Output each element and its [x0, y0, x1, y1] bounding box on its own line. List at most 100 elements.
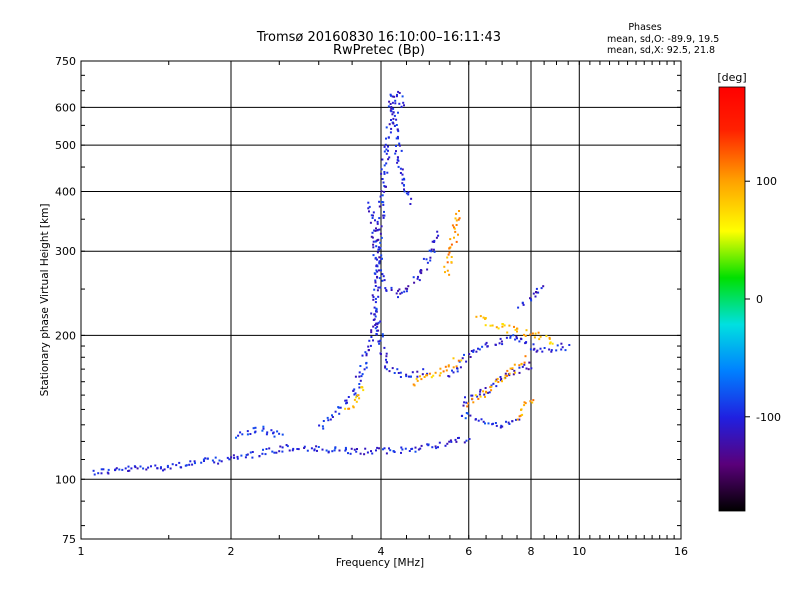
x-mode-point: [534, 332, 537, 335]
o-mode-point: [401, 95, 404, 98]
o-mode-point: [365, 361, 368, 364]
o-mode-point: [397, 289, 399, 292]
x-tick-label: 16: [674, 545, 688, 558]
o-mode-point: [446, 442, 449, 445]
o-mode-point: [383, 279, 386, 282]
o-mode-point: [370, 331, 373, 334]
x-mode-point: [457, 233, 459, 236]
o-mode-point: [275, 451, 278, 454]
o-mode-point: [134, 466, 137, 469]
o-mode-point: [285, 444, 288, 446]
o-mode-point: [159, 467, 162, 470]
x-mode-point: [516, 327, 519, 330]
x-mode-point: [426, 374, 429, 377]
x-mode-point: [513, 363, 516, 366]
o-mode-point: [189, 460, 192, 463]
x-mode-point: [549, 341, 552, 344]
o-mode-point: [468, 438, 471, 440]
o-mode-point: [393, 372, 396, 374]
o-mode-point: [391, 113, 394, 116]
x-mode-point: [532, 399, 535, 402]
o-mode-point: [381, 178, 384, 180]
o-mode-point: [246, 433, 249, 436]
o-mode-point: [436, 230, 439, 233]
o-mode-point: [417, 448, 420, 451]
o-mode-point: [188, 463, 191, 466]
o-mode-point: [262, 425, 265, 428]
x-mode-point: [503, 324, 506, 327]
o-mode-point: [400, 149, 403, 152]
o-mode-point: [276, 430, 279, 433]
o-mode-point: [368, 210, 370, 213]
x-mode-point: [551, 342, 554, 345]
x-mode-point: [489, 324, 492, 327]
x-mode-point: [479, 395, 482, 398]
o-mode-point: [462, 404, 465, 407]
o-mode-point: [358, 375, 361, 378]
o-mode-point: [213, 461, 216, 464]
o-mode-point: [561, 346, 564, 349]
o-mode-point: [403, 190, 406, 193]
x-mode-point: [516, 330, 518, 333]
o-mode-point: [390, 94, 392, 97]
o-mode-point: [433, 241, 436, 243]
o-mode-point: [528, 361, 531, 364]
o-mode-point: [388, 156, 391, 159]
o-mode-point: [387, 158, 390, 161]
o-mode-point: [388, 370, 391, 373]
o-mode-point: [540, 287, 543, 290]
o-mode-point: [374, 229, 377, 232]
o-mode-point: [100, 472, 103, 475]
x-mode-point: [548, 342, 551, 345]
o-mode-point: [487, 422, 490, 425]
x-mode-point: [484, 324, 487, 327]
o-mode-point: [388, 100, 391, 103]
o-mode-point: [541, 350, 544, 353]
x-mode-point: [355, 396, 358, 399]
o-mode-point: [349, 452, 352, 455]
o-mode-point: [254, 430, 257, 433]
o-mode-point: [358, 371, 361, 374]
o-mode-point: [460, 415, 463, 417]
o-mode-point: [239, 431, 242, 434]
o-mode-point: [385, 452, 388, 455]
o-mode-point: [370, 214, 373, 217]
o-mode-point: [380, 353, 382, 355]
o-mode-point: [383, 150, 386, 153]
o-mode-point: [124, 467, 127, 470]
x-mode-point: [447, 253, 450, 256]
o-mode-point: [400, 105, 403, 108]
o-mode-point: [479, 390, 482, 393]
o-mode-point: [372, 339, 374, 342]
x-mode-point: [477, 397, 480, 400]
o-mode-point: [382, 448, 384, 451]
o-mode-point: [286, 445, 289, 448]
o-mode-point: [396, 368, 399, 371]
o-mode-point: [379, 241, 382, 244]
x-mode-point: [452, 357, 455, 360]
x-mode-point: [519, 414, 522, 417]
o-mode-point: [508, 374, 511, 377]
o-mode-point: [316, 449, 318, 452]
o-mode-point: [484, 343, 487, 346]
x-mode-point: [514, 328, 517, 331]
o-mode-point: [378, 262, 381, 265]
o-mode-point: [403, 188, 405, 191]
o-mode-point: [150, 465, 152, 468]
o-mode-point: [535, 291, 538, 294]
o-mode-point: [220, 460, 223, 463]
o-mode-point: [384, 366, 387, 369]
o-mode-point: [249, 433, 252, 435]
o-mode-point: [171, 463, 174, 466]
x-mode-point: [466, 405, 469, 408]
x-mode-point: [531, 332, 534, 335]
o-mode-point: [560, 342, 563, 345]
o-mode-point: [382, 216, 385, 219]
o-mode-point: [437, 234, 440, 237]
o-mode-point: [515, 418, 517, 421]
o-mode-point: [331, 450, 334, 453]
o-mode-point: [472, 350, 475, 353]
o-mode-point: [482, 420, 485, 423]
o-mode-point: [337, 406, 340, 409]
x-mode-point: [413, 384, 416, 387]
